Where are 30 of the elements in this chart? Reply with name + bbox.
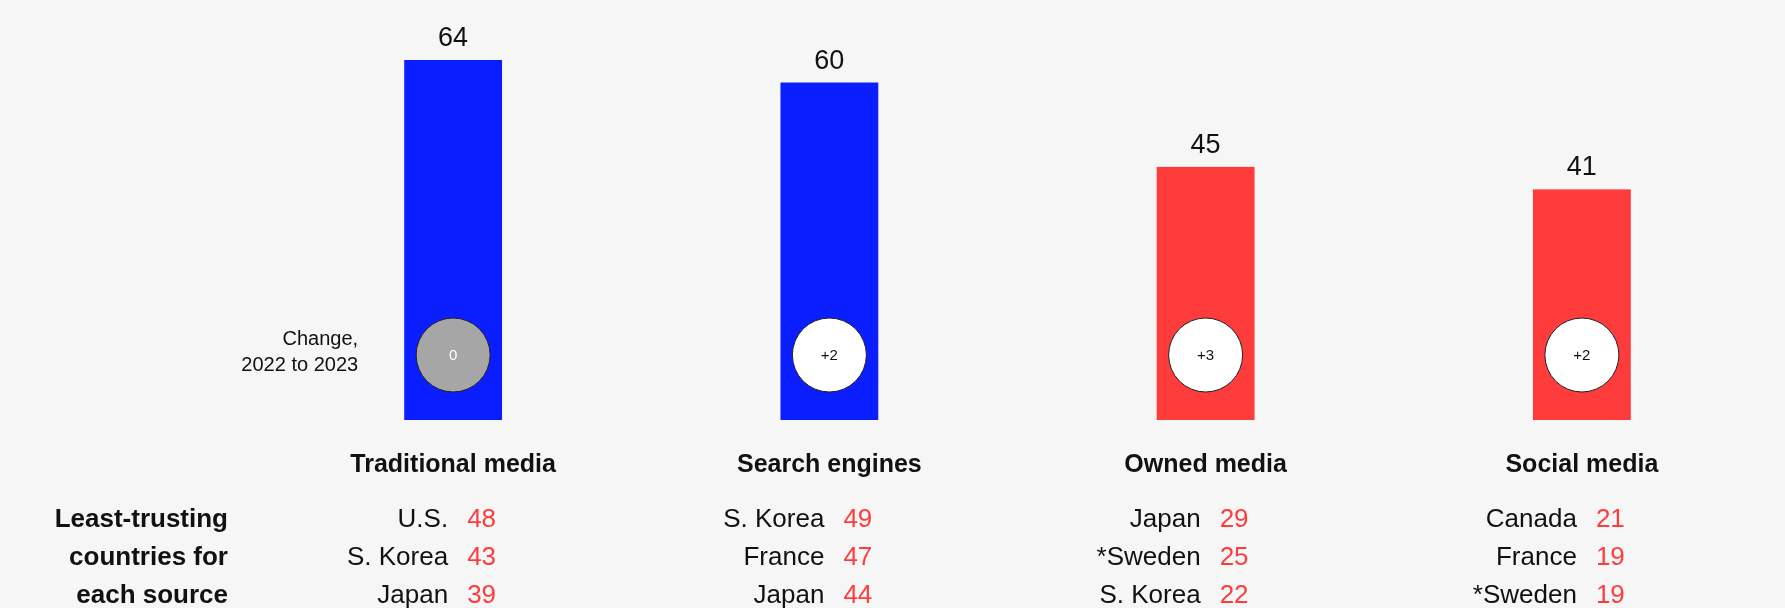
text: Least-trusting countries for each source xyxy=(54,503,228,608)
circle-badge: +3 xyxy=(1168,317,1244,393)
text: Japan 44 xyxy=(753,579,873,608)
annotation: Change, 2022 to 2023 xyxy=(241,327,359,375)
text: France 19 xyxy=(1495,541,1625,571)
circle-badge: +2 xyxy=(1544,317,1620,393)
text: Japan 29 xyxy=(1129,503,1249,533)
text: S. Korea 43 xyxy=(346,541,497,571)
text: Japan 39 xyxy=(377,579,497,608)
circle-badge: +2 xyxy=(791,317,867,393)
text: *Sweden 19 xyxy=(1472,579,1625,608)
data-label: 64 xyxy=(438,22,469,52)
data-label: 41 xyxy=(1566,151,1597,182)
text: Canada 21 xyxy=(1485,503,1625,533)
annotation: +3 xyxy=(1197,346,1215,363)
annotation: +2 xyxy=(820,346,838,363)
x-tick-label: Owned media xyxy=(1124,449,1288,477)
circle-badge: 0 xyxy=(415,317,491,393)
annotation: +2 xyxy=(1573,346,1591,363)
data-label: 60 xyxy=(814,44,845,75)
text: U.S. 48 xyxy=(397,503,497,533)
text: France 47 xyxy=(743,541,873,571)
data-label: 45 xyxy=(1190,128,1221,159)
text: *Sweden 25 xyxy=(1096,541,1249,571)
x-tick-label: Traditional media xyxy=(350,449,558,477)
x-tick-label: Social media xyxy=(1505,449,1660,477)
x-tick-label: Search engines xyxy=(736,449,922,477)
text: S. Korea 22 xyxy=(1099,579,1249,608)
annotation: 0 xyxy=(448,346,458,363)
text: S. Korea 49 xyxy=(723,503,873,533)
